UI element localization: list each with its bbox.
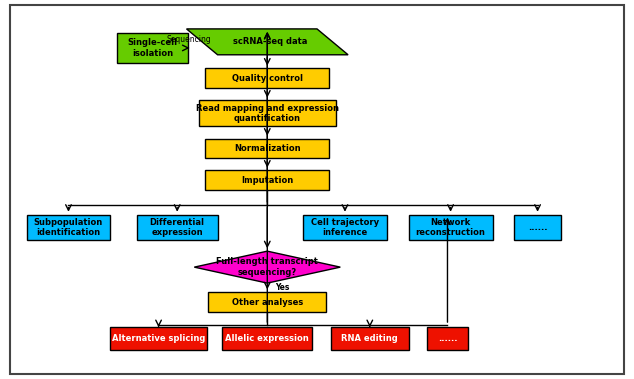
Bar <box>331 327 409 350</box>
Text: Sequencing: Sequencing <box>167 35 211 44</box>
Bar <box>205 69 330 88</box>
Text: Network
reconstruction: Network reconstruction <box>416 218 486 237</box>
Text: Full-length transcript
sequencing?: Full-length transcript sequencing? <box>216 257 318 277</box>
Bar <box>514 215 561 241</box>
Text: scRNA-seq data: scRNA-seq data <box>233 38 307 46</box>
Text: Read mapping and expression
quantification: Read mapping and expression quantificati… <box>196 104 339 123</box>
Bar <box>208 292 327 312</box>
Text: Normalization: Normalization <box>234 144 301 153</box>
Text: RNA editing: RNA editing <box>342 334 398 343</box>
Text: Allelic expression: Allelic expression <box>226 334 309 343</box>
Bar <box>205 138 330 158</box>
Bar <box>110 327 207 350</box>
Bar <box>223 327 313 350</box>
Bar <box>205 171 330 190</box>
Bar <box>117 33 188 63</box>
Polygon shape <box>194 251 340 283</box>
Text: Differential
expression: Differential expression <box>150 218 205 237</box>
Bar <box>303 215 387 241</box>
Bar <box>409 215 493 241</box>
Text: ......: ...... <box>528 223 547 232</box>
Bar <box>427 327 468 350</box>
Text: ......: ...... <box>437 334 457 343</box>
Bar <box>199 100 335 126</box>
Text: Cell trajectory
inference: Cell trajectory inference <box>311 218 379 237</box>
Text: Subpopulation
identification: Subpopulation identification <box>34 218 103 237</box>
Text: Single-cell
isolation: Single-cell isolation <box>127 38 178 58</box>
Bar <box>137 215 217 241</box>
Text: Other analyses: Other analyses <box>231 298 303 307</box>
Text: Yes: Yes <box>275 283 289 292</box>
Text: Imputation: Imputation <box>241 176 294 185</box>
Text: Quality control: Quality control <box>232 74 303 83</box>
Bar <box>27 215 110 241</box>
Polygon shape <box>186 29 348 55</box>
Text: Alternative splicing: Alternative splicing <box>112 334 205 343</box>
